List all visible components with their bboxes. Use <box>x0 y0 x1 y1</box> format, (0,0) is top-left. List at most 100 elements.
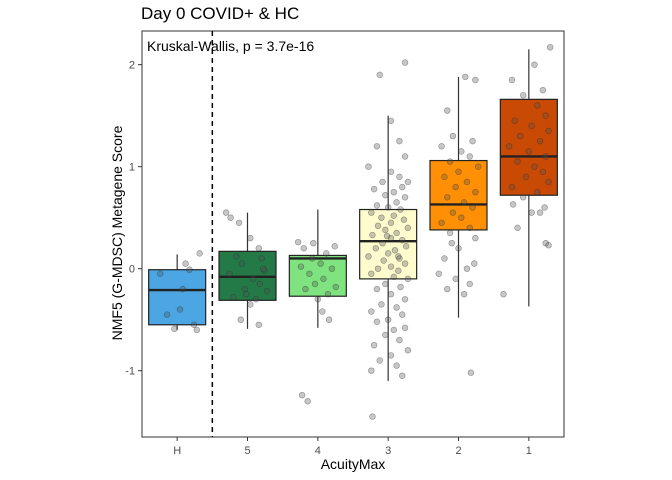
data-point <box>306 270 313 277</box>
data-point <box>452 183 459 191</box>
data-point <box>536 209 544 216</box>
data-point <box>368 270 375 277</box>
data-point <box>547 44 554 51</box>
data-point <box>379 178 386 186</box>
y-axis-label: NMF5 (G-MDSC) Metagene Score <box>109 125 125 341</box>
data-point <box>387 117 395 124</box>
box-body <box>288 254 347 297</box>
data-point <box>545 242 552 249</box>
data-point <box>511 117 518 124</box>
box-body <box>429 159 488 231</box>
data-point <box>380 257 387 264</box>
data-point <box>382 226 389 234</box>
data-point <box>373 202 381 209</box>
data-point <box>449 209 457 216</box>
data-point <box>241 285 248 293</box>
data-point <box>460 290 468 298</box>
data-point <box>370 185 378 193</box>
x-tick-label: H <box>173 445 181 457</box>
data-point <box>243 290 250 298</box>
box-H <box>148 254 207 330</box>
data-point <box>374 222 382 230</box>
data-point <box>539 86 547 94</box>
data-point <box>237 316 244 323</box>
data-point <box>317 260 324 267</box>
box-5 <box>218 212 277 329</box>
data-point <box>517 132 524 140</box>
data-point <box>261 267 268 274</box>
data-point <box>539 168 547 175</box>
data-point <box>435 270 443 277</box>
data-point <box>325 316 333 323</box>
box-body <box>359 208 418 280</box>
data-point <box>541 204 548 211</box>
data-point <box>469 204 476 211</box>
data-point <box>378 301 385 308</box>
data-point <box>404 347 412 354</box>
data-point <box>522 173 530 181</box>
data-point <box>387 352 395 359</box>
data-point <box>309 255 316 262</box>
data-point <box>256 280 264 288</box>
data-point <box>387 290 395 298</box>
data-point <box>382 280 389 288</box>
x-tick-label: 1 <box>526 445 532 457</box>
data-point <box>379 239 386 247</box>
data-point <box>472 234 479 242</box>
data-point <box>542 153 549 160</box>
data-point <box>310 239 317 247</box>
data-point <box>332 283 340 291</box>
data-point <box>249 275 257 283</box>
data-point <box>399 183 406 191</box>
data-point <box>263 287 271 295</box>
data-point <box>247 301 254 308</box>
data-point <box>463 178 471 186</box>
data-point <box>376 71 383 79</box>
data-point <box>378 214 385 221</box>
plot-panel <box>141 30 565 438</box>
data-point <box>508 183 516 191</box>
data-point <box>449 132 457 140</box>
data-point <box>369 231 376 239</box>
data-point <box>163 311 171 318</box>
data-point <box>444 285 451 293</box>
data-point <box>455 168 462 175</box>
data-point <box>384 204 392 211</box>
data-point <box>399 372 406 379</box>
data-point <box>384 250 392 257</box>
data-point <box>396 336 403 344</box>
data-point <box>324 290 332 298</box>
data-point <box>302 285 309 293</box>
data-point <box>452 275 459 283</box>
data-point <box>260 265 267 272</box>
data-point <box>399 236 406 244</box>
data-point <box>508 76 516 84</box>
data-point <box>525 148 533 155</box>
data-point <box>226 270 233 277</box>
data-point <box>505 143 513 150</box>
data-point <box>531 61 538 68</box>
data-point <box>374 265 382 272</box>
box-4 <box>288 209 347 328</box>
data-point <box>196 250 203 257</box>
data-point <box>400 216 408 223</box>
x-axis-label: AcuityMax <box>320 456 386 472</box>
data-point <box>444 194 451 201</box>
data-point <box>294 238 302 246</box>
data-point <box>238 260 246 267</box>
data-point <box>387 263 395 270</box>
data-point <box>393 362 400 369</box>
data-point <box>368 367 375 374</box>
data-point <box>365 253 372 260</box>
data-point <box>401 296 409 303</box>
data-point <box>466 153 473 160</box>
data-point <box>458 214 465 221</box>
data-point <box>531 163 538 170</box>
data-point <box>514 224 521 232</box>
data-point <box>528 209 535 216</box>
data-point <box>462 73 469 81</box>
chart-title: Day 0 COVID+ & HC <box>141 4 300 23</box>
data-point <box>402 243 410 250</box>
data-point <box>441 255 448 262</box>
data-point <box>300 245 307 252</box>
